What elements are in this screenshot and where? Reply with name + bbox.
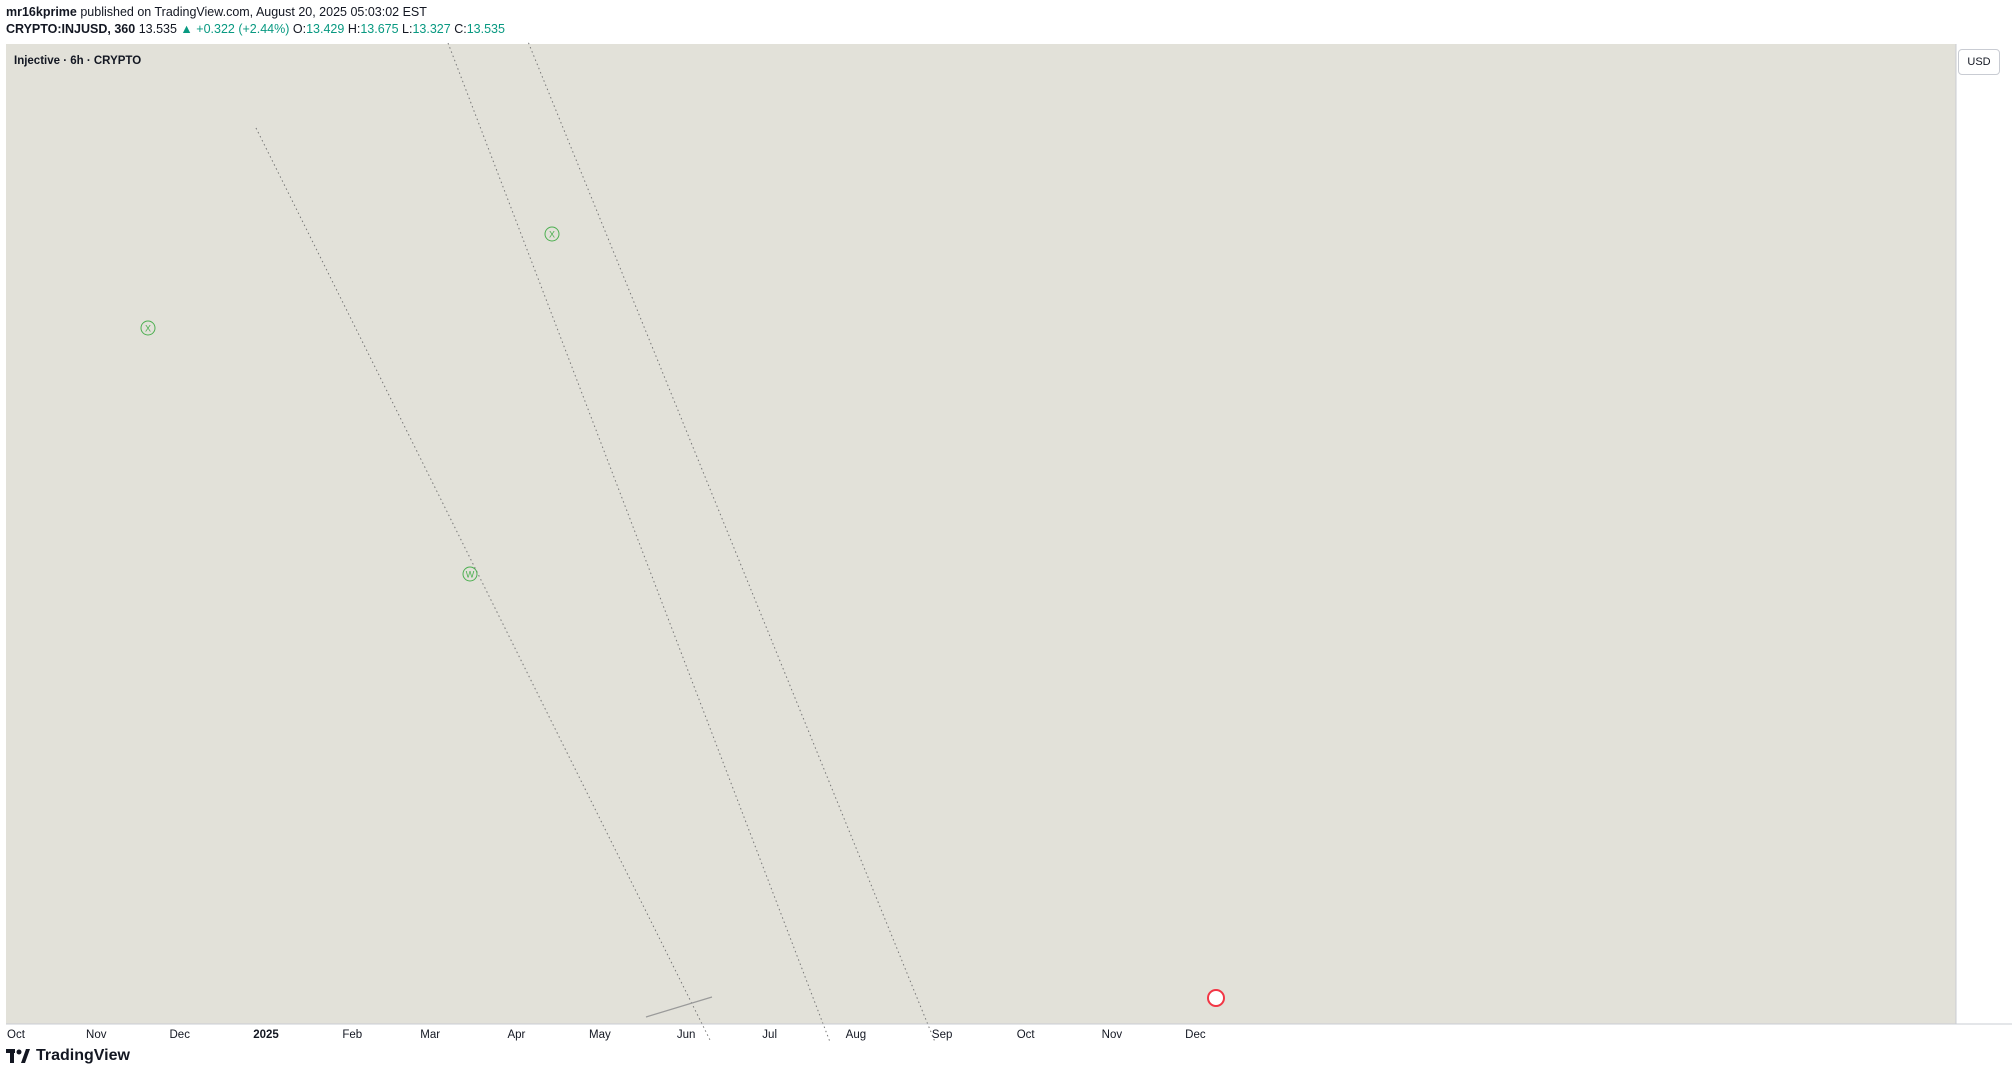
channel-line-2 bbox=[447, 42, 831, 1042]
x-tick-label: Dec bbox=[1185, 1029, 1206, 1041]
x-tick-label: Sep bbox=[932, 1029, 952, 1041]
x-tick-label: Oct bbox=[1017, 1029, 1036, 1041]
wave-base-line bbox=[645, 996, 713, 1018]
up-triangle-icon: ▲ bbox=[180, 22, 193, 36]
wave-label-green-1: X bbox=[549, 230, 555, 240]
event-flag-icon bbox=[1207, 989, 1225, 1007]
currency-button[interactable]: USD bbox=[1958, 49, 2000, 75]
x-tick-label: Dec bbox=[170, 1029, 191, 1041]
wave-circle-2 bbox=[140, 320, 156, 336]
high-value: 13.675 bbox=[360, 22, 399, 36]
x-tick-label: May bbox=[589, 1029, 611, 1041]
x-tick-label: Mar bbox=[420, 1029, 440, 1041]
price-chart[interactable]: (11.485)(9.152)Invalid LevelBearish Leve… bbox=[0, 42, 2012, 1042]
wave-label-green-2: X bbox=[145, 324, 151, 334]
x-tick-label: 2025 bbox=[253, 1029, 279, 1041]
low-label: L: bbox=[402, 22, 413, 36]
author-name[interactable]: mr16kprime bbox=[6, 5, 77, 19]
chart-title: Injective · 6h · CRYPTO bbox=[14, 55, 141, 67]
channel-line-1 bbox=[255, 127, 712, 1042]
wave-circle-3 bbox=[462, 566, 478, 582]
ohlc-line: CRYPTO:INJUSD, 360 13.535 ▲ +0.322 (+2.4… bbox=[6, 21, 1996, 38]
publish-info: published on TradingView.com, August 20,… bbox=[80, 5, 427, 19]
x-tick-label: Nov bbox=[86, 1029, 107, 1041]
wave-label-green-3: W bbox=[466, 570, 475, 580]
last-price: 13.535 bbox=[138, 22, 177, 36]
tradingview-brand: TradingView bbox=[36, 1047, 130, 1064]
publish-line: mr16kprime published on TradingView.com,… bbox=[6, 4, 1996, 21]
x-tick-label: Feb bbox=[342, 1029, 362, 1041]
tradingview-footer: TradingView bbox=[6, 1047, 130, 1065]
plot-background bbox=[6, 44, 1956, 1024]
low-value: 13.327 bbox=[412, 22, 451, 36]
x-tick-label: Jul bbox=[762, 1029, 777, 1041]
open-value: 13.429 bbox=[306, 22, 345, 36]
wave-circle-1 bbox=[544, 226, 560, 242]
price-change: +0.322 (+2.44%) bbox=[196, 22, 290, 36]
high-label: H: bbox=[347, 22, 361, 36]
open-label: O: bbox=[292, 22, 307, 36]
x-tick-label: Jun bbox=[677, 1029, 696, 1041]
symbol-label: CRYPTO:INJUSD, 360 bbox=[6, 22, 136, 36]
tradingview-logo-icon bbox=[6, 1049, 30, 1063]
x-tick-label: Nov bbox=[1102, 1029, 1123, 1041]
x-tick-label: Oct bbox=[7, 1029, 26, 1041]
close-value: 13.535 bbox=[466, 22, 505, 36]
close-label: C: bbox=[454, 22, 467, 36]
x-tick-label: Aug bbox=[846, 1029, 866, 1041]
x-tick-label: Apr bbox=[507, 1029, 525, 1041]
chart-header: mr16kprime published on TradingView.com,… bbox=[6, 4, 1996, 38]
